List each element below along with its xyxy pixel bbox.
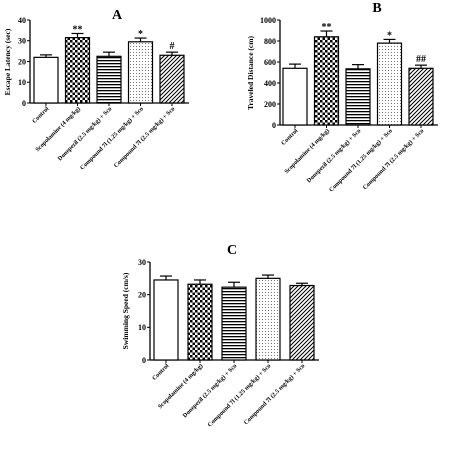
y-tick-label: 20	[18, 57, 26, 66]
bar	[159, 54, 185, 104]
y-tick-label: 20	[138, 290, 146, 299]
category-label: Donepezil (2.5 mg/kg) + Sco	[306, 127, 363, 184]
bar	[96, 55, 122, 104]
category-label: Compound 7l (2.5 mg/kg) + Sco	[362, 127, 426, 191]
y-tick-label: 10	[138, 323, 146, 332]
significance-label: **	[322, 22, 332, 33]
category-label: Control	[151, 362, 171, 382]
y-tick-label: 0	[142, 356, 146, 365]
y-tick-label: 600	[264, 58, 276, 67]
category-label: Compound 7l (1.25 mg/kg) + Sco	[206, 362, 272, 428]
bar	[408, 67, 434, 126]
category-label: Control	[31, 105, 51, 125]
chart-panel-b: B 0 200 400 600 800 1000 Traveled Distance (cm)…	[246, 1, 438, 194]
bar	[33, 56, 59, 104]
significance-label: **	[73, 24, 83, 35]
category-label: Control	[280, 127, 300, 147]
category-label: Compound 7l (2.5 mg/kg) + Sco	[113, 105, 177, 169]
y-tick-label: 40	[18, 16, 26, 25]
panel-letter: C	[227, 243, 237, 258]
bar	[289, 284, 315, 361]
y-tick-label: 1000	[260, 16, 276, 25]
bar	[282, 67, 308, 126]
y-axis-label: Traveled Distance (cm)	[246, 36, 255, 111]
significance-label: *	[387, 30, 392, 41]
bar	[345, 68, 371, 126]
category-label: Donepezil (2.5 mg/kg) + Sco	[57, 105, 114, 162]
bar	[127, 41, 154, 104]
bar	[64, 37, 91, 104]
significance-label: ##	[416, 54, 426, 65]
y-tick-label: 400	[264, 79, 276, 88]
y-tick-label: 30	[138, 258, 146, 267]
significance-label: #	[170, 41, 175, 52]
category-label: Compound 7l (2.5 mg/kg) + Sco	[243, 362, 307, 426]
category-label: Compound 7l (1.25 mg/kg) + Sco	[79, 105, 145, 171]
y-axis-label: Swimming Speed (cm/s)	[121, 272, 130, 349]
bar	[153, 279, 179, 361]
y-tick-label: 30	[18, 37, 26, 46]
bar	[255, 277, 281, 361]
bar	[376, 42, 403, 126]
y-tick-label: 800	[264, 37, 276, 46]
y-tick-label: 0	[22, 99, 26, 108]
bar	[187, 283, 213, 361]
y-tick-label: 10	[18, 78, 26, 87]
y-tick-label: 0	[272, 121, 276, 130]
significance-label: *	[138, 29, 143, 40]
panel-letter: A	[112, 8, 123, 23]
y-tick-label: 200	[264, 100, 276, 109]
panel-letter: B	[372, 1, 381, 16]
bar	[221, 286, 247, 361]
bar	[313, 36, 340, 126]
category-label: Compound 7l (1.25 mg/kg) + Sco	[328, 127, 394, 193]
y-axis-label: Escape Latency (sec)	[3, 28, 12, 95]
